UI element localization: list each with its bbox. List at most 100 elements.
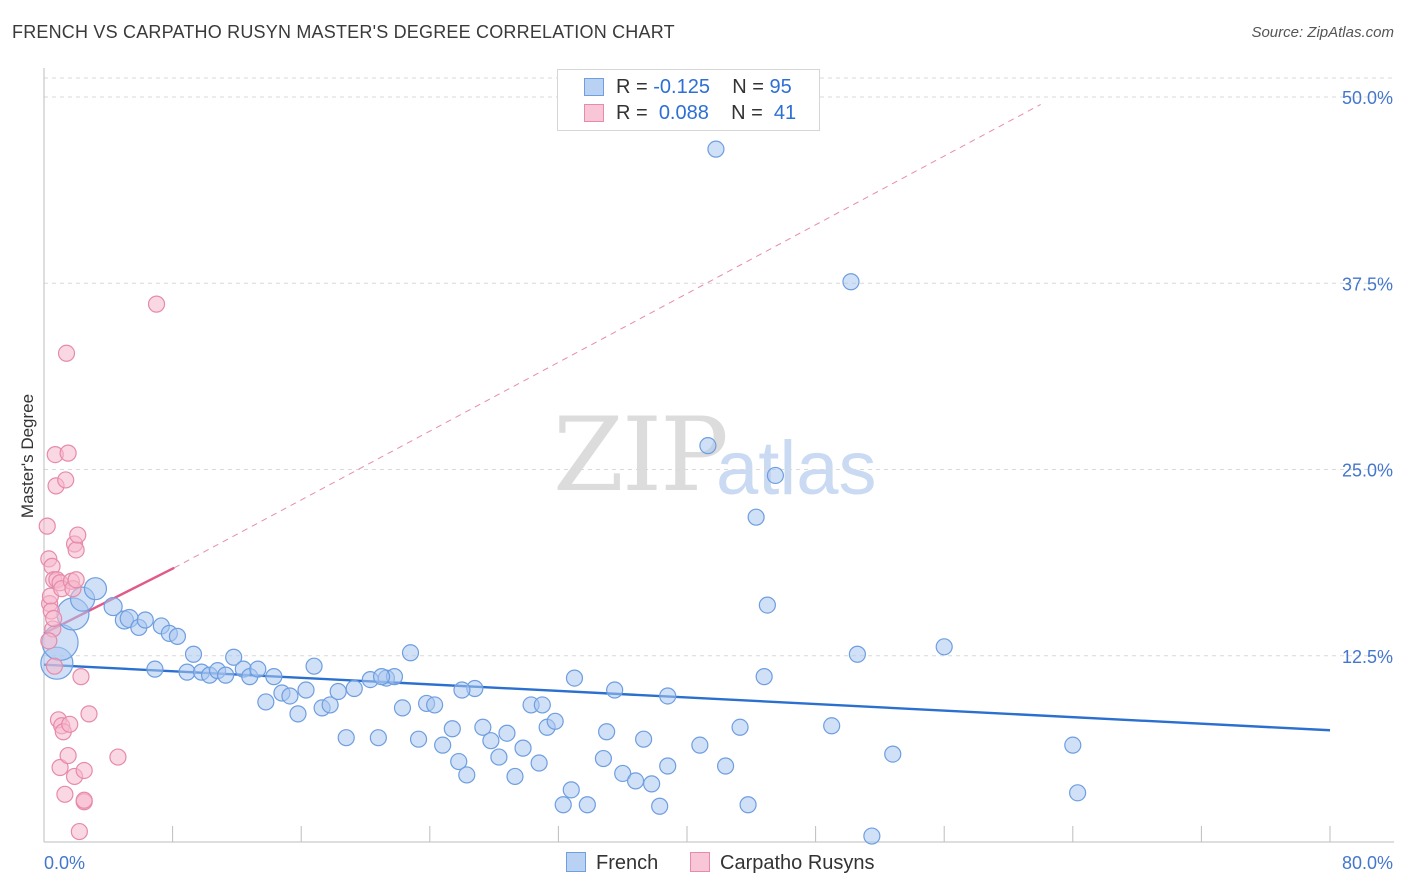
french-point [758,596,776,614]
y-tick-label: 50.0% [1342,88,1393,108]
french-point [691,736,709,754]
french-point [225,648,243,666]
french-point [533,696,551,714]
french-point [634,730,653,748]
french-point [659,687,677,705]
french-point [598,723,616,741]
french-point [401,644,420,662]
rusyn-point [69,526,87,544]
french-point [289,705,307,723]
rusyn-point [57,471,75,489]
french-point [178,663,196,681]
french-point [1069,784,1087,802]
french-point [337,729,355,747]
rusyn-point [67,571,85,589]
french-point [136,611,154,629]
french-point [506,767,524,786]
french-point [562,781,580,799]
french-point [707,140,725,158]
trend-lines [43,104,1331,732]
french-point [651,797,669,815]
french-point [345,679,363,698]
french-point [321,696,339,714]
french-point [217,666,235,684]
french-point [498,724,516,742]
french-point [842,273,860,291]
french-legend-label: French [596,852,659,874]
r-label: R = [616,76,648,98]
rusyn-point [59,746,77,765]
bottom-legend-french: French [566,852,658,875]
watermark-zip: ZIP [553,396,729,515]
rusyn-point [147,295,166,313]
rusyn-point [45,609,63,628]
rusyn-swatch [584,104,604,122]
chart-title: FRENCH VS CARPATHO RUSYN MASTER'S DEGREE… [12,22,675,42]
french-point [514,739,532,757]
x-tick-label-min: 0.0% [44,853,85,873]
y-tick-label: 12.5% [1342,647,1393,667]
french-point [766,466,785,485]
french-point [594,749,613,768]
rusyn-point [75,761,93,780]
french-point [755,668,773,686]
french-point [146,660,164,678]
french-point [659,757,677,775]
french-point [739,796,757,814]
french-point [482,732,500,750]
data-points [38,140,1087,845]
french-point [450,752,468,771]
bottom-legend-rusyn: Carpatho Rusyns [690,852,875,875]
french-legend-swatch [566,852,586,872]
french-point [554,796,572,814]
rusyn-point [61,715,79,733]
r-label: R = [616,102,648,124]
french-point [1064,736,1082,754]
axes [43,68,1394,843]
french-point [369,729,387,747]
french-point [458,766,476,784]
french-point [83,577,108,601]
french-point [716,757,735,775]
french-point [168,627,187,645]
french-point [297,681,315,699]
y-tick-label: 25.0% [1342,461,1393,481]
french-point [305,657,323,675]
rusyn-legend-swatch [690,852,710,872]
rusyn-point [75,791,93,809]
french-point [643,775,661,793]
french-point [257,693,275,711]
french-point [372,668,391,686]
french-n-value: 95 [769,76,792,98]
rusyn-point [80,705,98,723]
stats-legend: R = -0.125 N = 95 R = 0.088 N = 41 [557,69,820,131]
rusyn-point [38,517,56,535]
rusyn-n-value: 41 [773,102,797,124]
french-point [546,712,564,730]
french-point [426,696,444,714]
french-point [565,669,584,687]
french-point [184,645,203,663]
french-point [823,717,841,735]
french-point [329,682,347,701]
x-tick-label-max: 80.0% [1342,853,1393,873]
french-r-value: -0.125 [653,76,710,98]
french-point [103,596,123,617]
french-swatch [584,78,604,96]
tick-labels: 12.5% 25.0% 37.5% 50.0% 0.0% 80.0% [44,88,1393,873]
french-point [614,764,632,783]
french-point [249,660,267,678]
y-tick-label: 37.5% [1342,274,1393,294]
french-point [606,681,624,699]
source-credit: Source: ZipAtlas.com [1251,24,1394,41]
french-point [935,638,953,656]
french-point [443,720,461,738]
rusyn-point [40,632,58,650]
french-point [434,736,452,754]
rusyn-point [57,344,76,362]
rusyn-point [56,785,74,803]
french-point [490,748,508,766]
french-point [453,681,471,699]
french-point [626,772,645,790]
